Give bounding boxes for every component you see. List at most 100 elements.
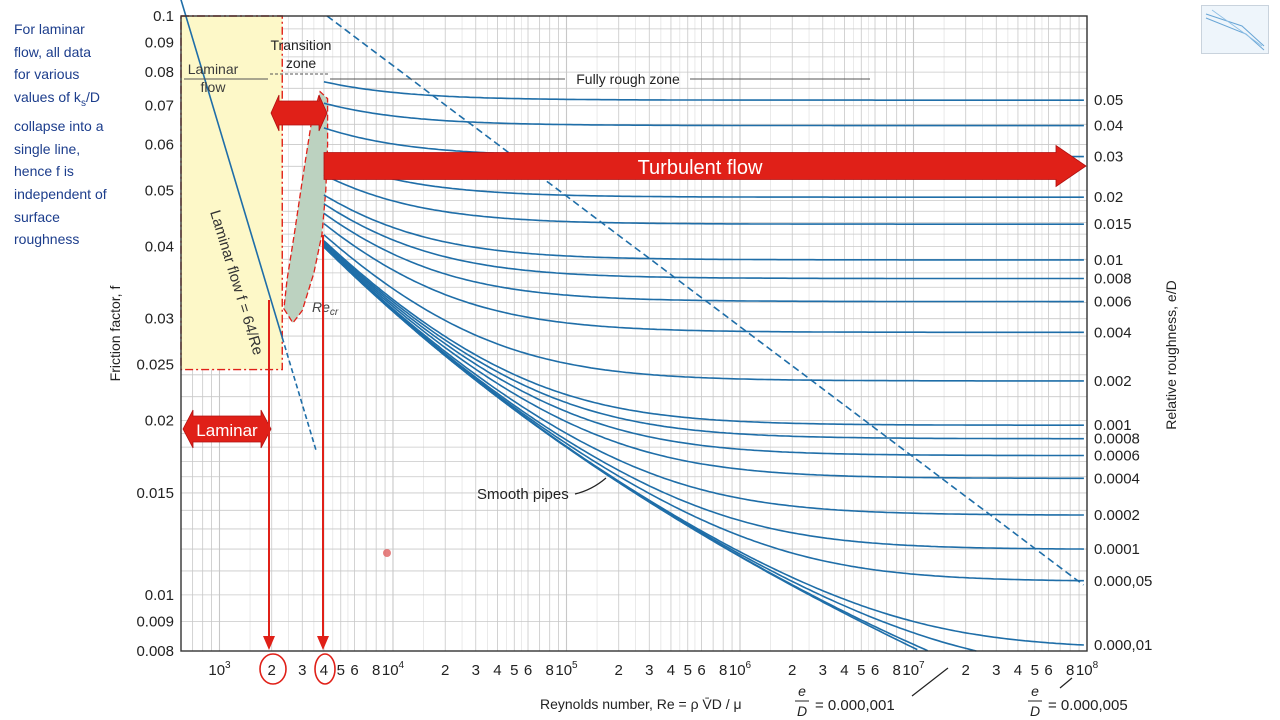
x-tick-label: 2 — [441, 662, 449, 679]
fully-rough-boundary — [326, 15, 1084, 586]
roughness-curve — [323, 81, 1084, 101]
laminar-arrow-label: Laminar — [196, 421, 258, 440]
x-tick-label: 103 — [208, 660, 231, 679]
x-tick-label: 4 — [840, 662, 848, 679]
y-tick-label: 0.06 — [145, 136, 174, 153]
laminar-line-dashed — [281, 337, 317, 451]
roughness-label: 0.015 — [1094, 216, 1132, 233]
y-tick-label: 0.05 — [145, 182, 174, 199]
x-tick-label: 107 — [902, 660, 925, 679]
roughness-curve — [323, 240, 1084, 426]
laminar-box-label: flow — [201, 79, 227, 95]
x-tick-label: 6 — [871, 662, 879, 679]
laminar-box-label: Laminar — [188, 61, 239, 77]
laminar-note: For laminar flow, all data for various v… — [14, 18, 124, 251]
ed-label-a-value: = 0.000,001 — [815, 697, 895, 714]
transition-arrow — [270, 94, 328, 132]
roughness-label: 0.0001 — [1094, 541, 1140, 558]
y-tick-label: 0.008 — [136, 643, 174, 660]
laminar-region — [180, 15, 283, 371]
roughness-curve — [323, 246, 918, 651]
y-tick-label: 0.08 — [145, 64, 174, 81]
thumbnail-preview[interactable] — [1201, 5, 1269, 54]
roughness-label: 0.02 — [1094, 189, 1123, 206]
roughness-label: 0.01 — [1094, 252, 1123, 269]
y-tick-label: 0.1 — [153, 8, 174, 25]
re-critical-label: Recr — [312, 299, 339, 318]
x-tick-label: 3 — [472, 662, 480, 679]
cursor-dot — [383, 549, 391, 557]
roughness-curve — [323, 174, 1084, 225]
regions — [180, 15, 329, 371]
x-tick-label: 8 — [546, 662, 554, 679]
ed-label-a-den: D — [797, 703, 807, 719]
transition-zone-label: Transition — [271, 37, 332, 53]
y-tick-label: 0.01 — [145, 587, 174, 604]
x-tick-label: 4 — [493, 662, 501, 679]
y-tick-label: 0.03 — [145, 311, 174, 328]
x-tick-label: 6 — [350, 662, 358, 679]
roughness-label: 0.04 — [1094, 118, 1123, 135]
transition-region — [283, 90, 329, 325]
thumbnail-image — [1205, 9, 1265, 51]
roughness-curve — [323, 246, 1084, 582]
roughness-curve — [323, 246, 929, 652]
ed-label-b-num: e — [1031, 683, 1039, 699]
x-tick-label: 2 — [615, 662, 623, 679]
plot-frame — [180, 15, 1088, 652]
roughness-label: 0.001 — [1094, 417, 1132, 434]
roughness-label: 0.0002 — [1094, 507, 1140, 524]
y-axis-label: Friction factor, f — [107, 286, 123, 382]
x-tick-label: 6 — [697, 662, 705, 679]
x-tick-label: 106 — [729, 660, 752, 679]
circle-marker-4 — [314, 653, 336, 685]
roughness-curve — [323, 234, 1084, 382]
roughness-label: 0.03 — [1094, 149, 1123, 166]
x-tick-label: 8 — [893, 662, 901, 679]
ed-label-a-num: e — [798, 683, 806, 699]
x-tick-label: 5 — [510, 662, 518, 679]
roughness-label: 0.006 — [1094, 294, 1132, 311]
roughness-curve — [323, 156, 1084, 198]
note-line: collapse into a — [14, 118, 104, 135]
x-tick-label: 4 — [667, 662, 675, 679]
x-tick-label: 3 — [819, 662, 827, 679]
x-tick-label: 6 — [1044, 662, 1052, 679]
note-line: flow, all data — [14, 43, 92, 60]
roughness-label: 0.0006 — [1094, 448, 1140, 465]
y2-axis-label: Relative roughness, e/D — [1163, 280, 1179, 429]
recr-lower-arrowhead — [263, 636, 275, 650]
laminar-arrow — [182, 409, 272, 449]
turbulent-flow-arrow — [323, 144, 1087, 188]
roughness-curve — [323, 245, 1084, 516]
roughness-curve — [323, 242, 1084, 457]
x-tick-label: 8 — [1066, 662, 1074, 679]
x-tick-label: 3 — [298, 662, 306, 679]
y-tick-label: 0.015 — [136, 485, 174, 502]
curves — [180, 0, 1084, 652]
laminar-line — [180, 0, 284, 338]
y-tick-label: 0.04 — [145, 238, 174, 255]
roughness-curve — [323, 102, 1084, 127]
x-tick-label: 2 — [788, 662, 796, 679]
x-tick-label: 5 — [857, 662, 865, 679]
roughness-label: 0.05 — [1094, 92, 1123, 109]
ed-b-pointer — [1059, 677, 1073, 689]
roughness-curve — [323, 245, 1084, 550]
note-line: hence f is — [14, 163, 74, 180]
x-tick-label: 5 — [337, 662, 345, 679]
x-tick-label: 5 — [1031, 662, 1039, 679]
roughness-label: 0.000,01 — [1094, 637, 1152, 654]
x-tick-label: 104 — [382, 660, 405, 679]
ed-label-b-den: D — [1030, 703, 1040, 719]
ed-label-b-value: = 0.000,005 — [1048, 697, 1128, 714]
x-tick-label: 8 — [719, 662, 727, 679]
note-line: values of k — [14, 88, 81, 105]
circle-marker-2 — [259, 653, 287, 685]
x-tick-label: 3 — [645, 662, 653, 679]
roughness-label: 0.000,05 — [1094, 573, 1152, 590]
roughness-curve — [323, 222, 1084, 334]
roughness-curve — [323, 241, 1084, 440]
roughness-label: 0.0004 — [1094, 470, 1140, 487]
roughness-label: 0.008 — [1094, 271, 1132, 288]
